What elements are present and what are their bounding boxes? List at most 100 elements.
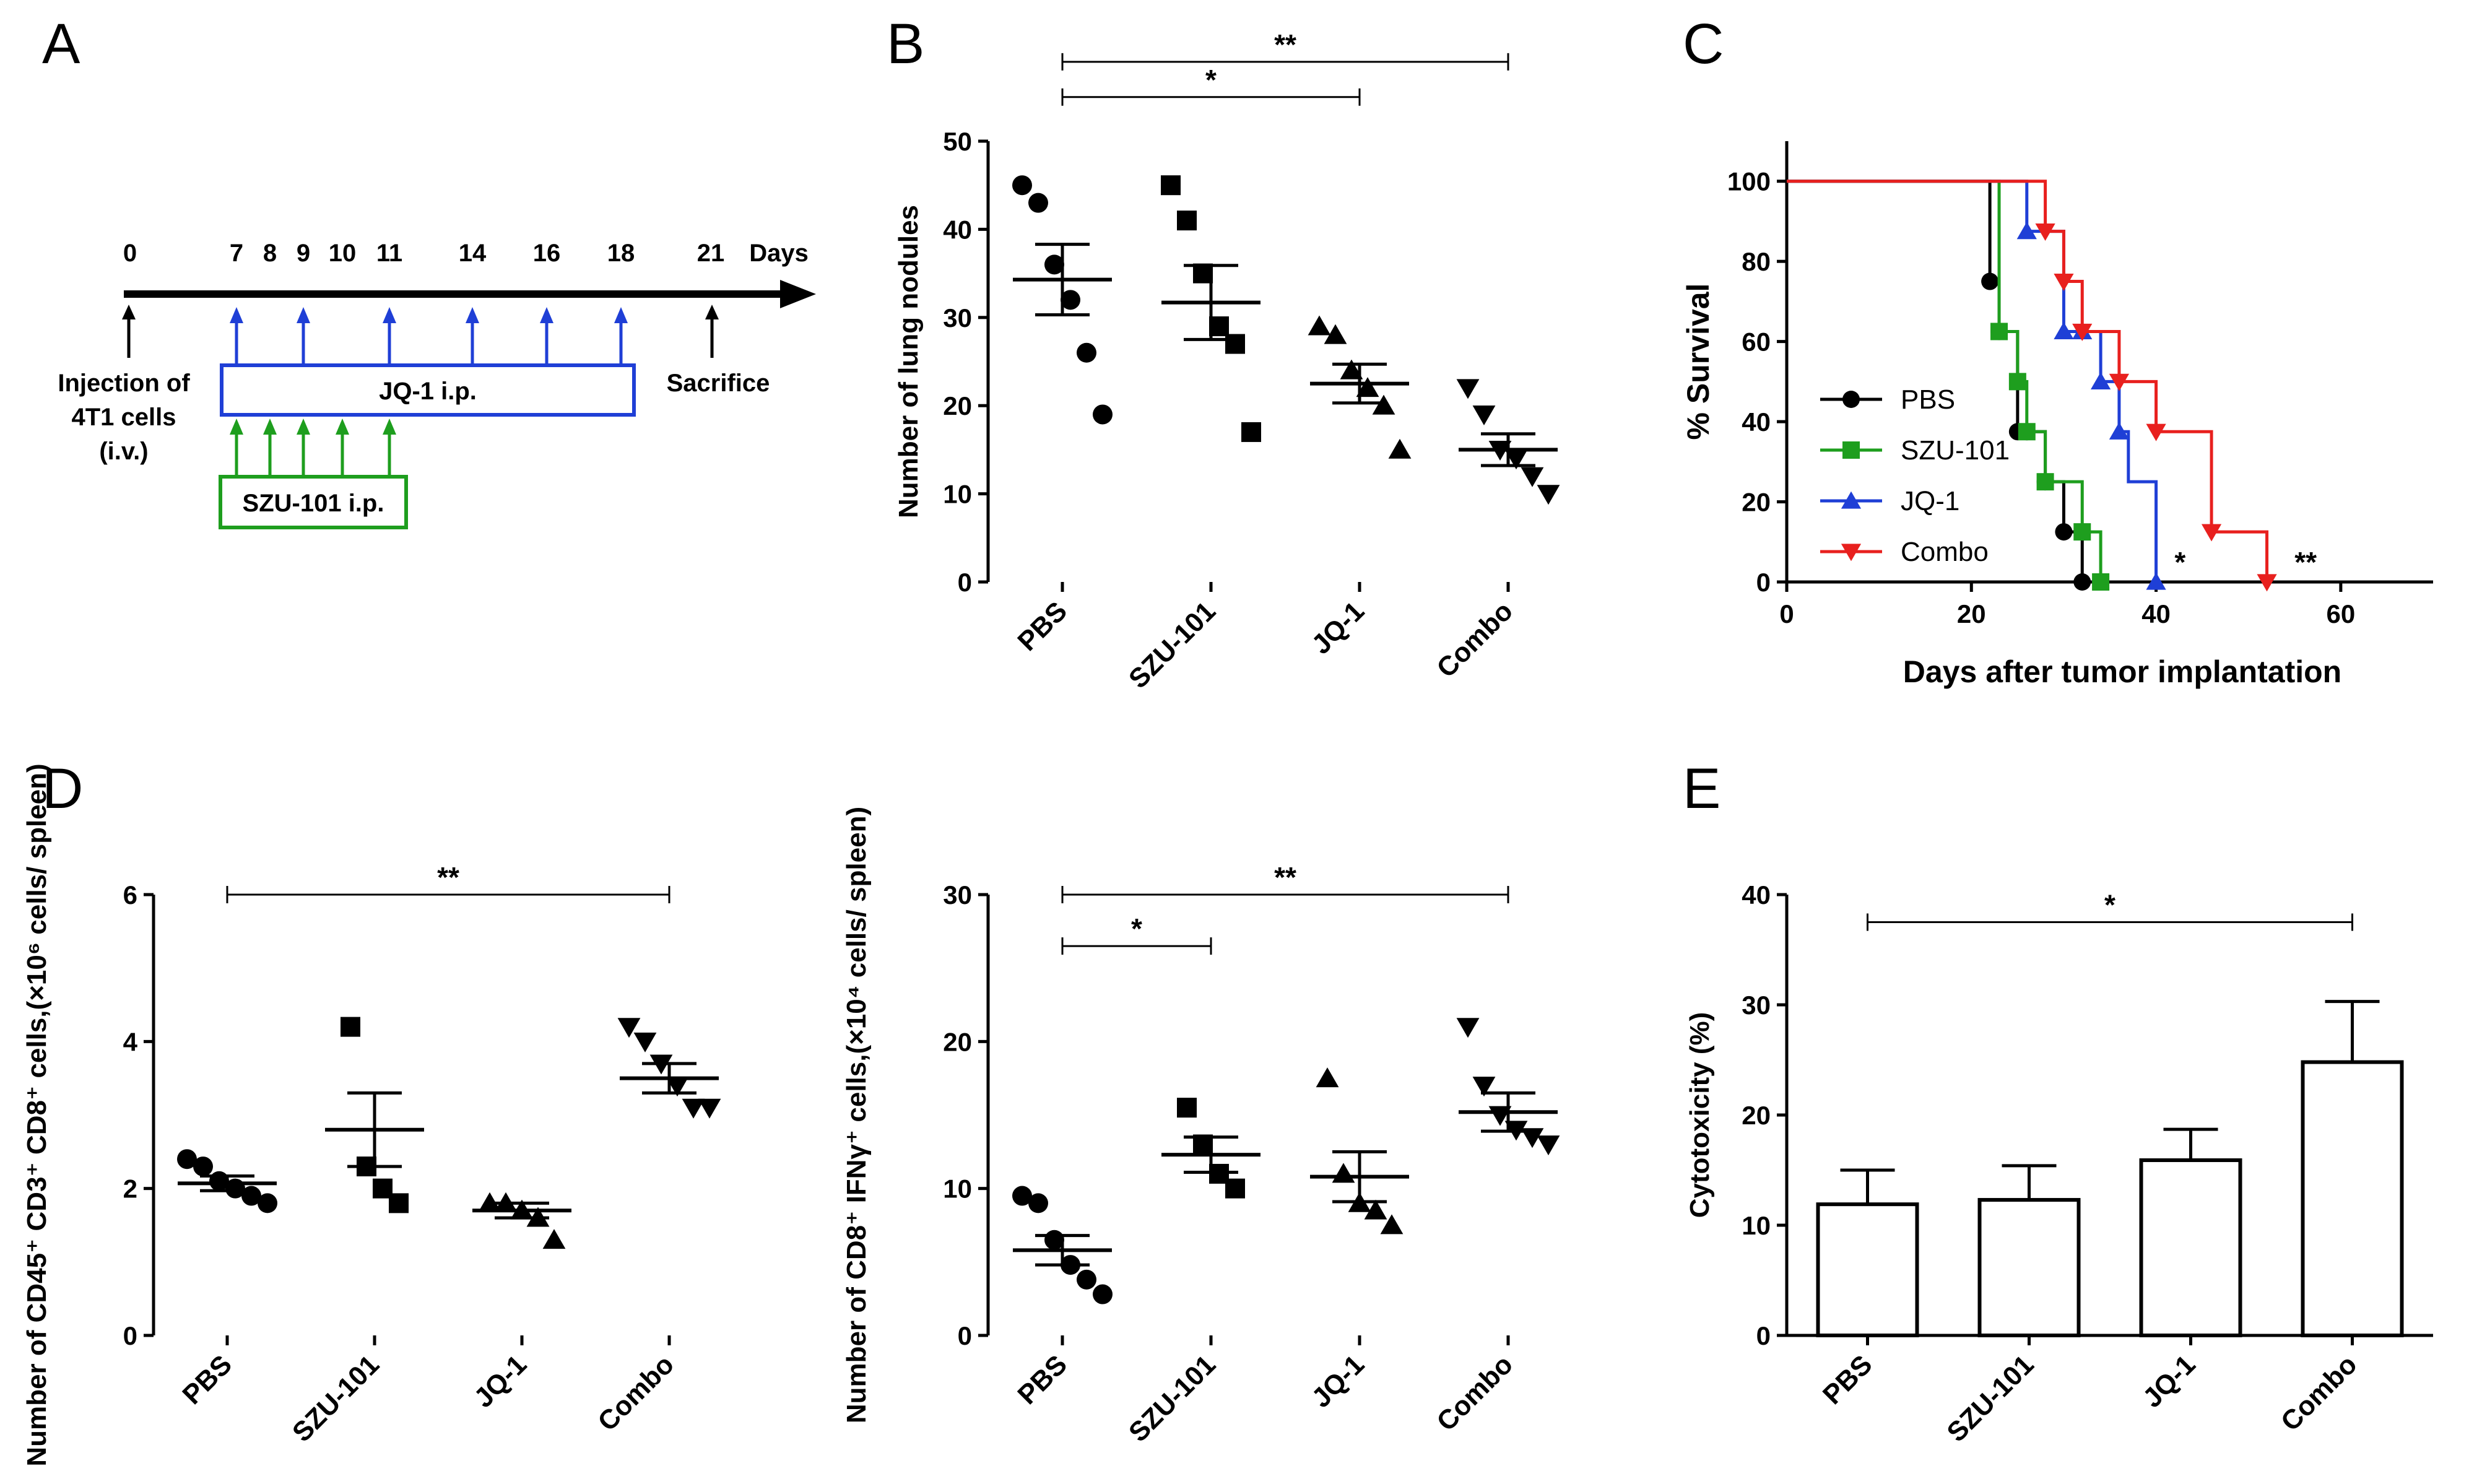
data-point <box>1077 342 1096 363</box>
survival-marker <box>2201 524 2222 542</box>
x-category-label: JQ-1 <box>2137 1349 2202 1413</box>
data-point <box>1225 334 1245 354</box>
data-point <box>1456 1018 1480 1038</box>
survival-marker <box>1990 323 2008 341</box>
x-category-label: JQ-1 <box>1306 1349 1370 1413</box>
injection-label: (i.v.) <box>99 438 148 465</box>
survival-marker <box>2016 222 2037 240</box>
data-point <box>1504 449 1528 470</box>
y-tick-label: 0 <box>958 568 972 597</box>
x-category-label: SZU-101 <box>287 1349 385 1447</box>
x-category-label: PBS <box>1817 1349 1878 1410</box>
survival-marker <box>2090 371 2111 389</box>
data-point <box>1093 1284 1113 1304</box>
y-tick-label: 20 <box>943 1027 972 1056</box>
survival-marker <box>2018 423 2036 441</box>
y-tick-label: 50 <box>943 127 972 156</box>
x-category-label: Combo <box>1431 596 1519 683</box>
timeline-arrowhead <box>780 280 816 308</box>
data-point <box>1472 406 1496 426</box>
data-point <box>1177 1098 1197 1118</box>
jq1-arrows <box>230 307 628 365</box>
szu-arrows <box>230 419 396 477</box>
survival-marker <box>2072 323 2093 341</box>
szu-dose-arrowhead <box>230 419 243 435</box>
jq1-box-label: JQ-1 i.p. <box>379 378 477 405</box>
y-tick-label: 40 <box>943 215 972 244</box>
data-point <box>341 1017 360 1037</box>
significance-label: * <box>2104 889 2115 921</box>
legend-marker <box>1841 491 1862 509</box>
szu-dose-arrowhead <box>383 419 396 435</box>
y-tick-label: 10 <box>943 480 972 509</box>
jq1-dose-arrowhead <box>383 307 396 323</box>
szu-box-label: SZU-101 i.p. <box>243 490 384 517</box>
day-label: 9 <box>297 240 310 267</box>
data-point <box>1316 1067 1339 1088</box>
survival-marker <box>1981 272 1999 290</box>
significance-label: ** <box>437 861 459 893</box>
jq1-dose-arrowhead <box>614 307 628 323</box>
y-axis-title: Number of CD45⁺ CD3⁺ CD8⁺ cells,(×10⁶ ce… <box>22 763 52 1466</box>
x-tick-label: 0 <box>1779 599 1794 628</box>
survival-marker <box>2054 322 2074 340</box>
data-point <box>1356 377 1379 397</box>
data-point <box>698 1098 721 1119</box>
survival-step-line <box>1787 180 2102 582</box>
days-unit-label: Days <box>749 240 809 267</box>
x-category-label: SZU-101 <box>1123 596 1221 694</box>
y-tick-label: 30 <box>943 880 972 909</box>
survival-marker <box>2073 523 2091 541</box>
data-point <box>177 1149 197 1169</box>
data-point <box>258 1193 277 1213</box>
survival-marker <box>2257 574 2277 592</box>
y-tick-label: 40 <box>1742 880 1771 909</box>
day-label: 7 <box>230 240 243 267</box>
y-tick-label: 20 <box>943 391 972 420</box>
y-axis-title: Cytotoxicity (%) <box>1685 1012 1715 1218</box>
data-point <box>1537 1135 1560 1156</box>
y-tick-label: 60 <box>1742 328 1771 357</box>
x-category-label: Combo <box>1431 1349 1519 1437</box>
timeline-schematic: 0 7 8 9 10 11 14 16 18 21 Days Injection… <box>58 240 816 529</box>
legend-marker <box>1841 544 1862 562</box>
y-tick-label: 6 <box>123 880 137 909</box>
data-point <box>1093 404 1113 425</box>
data-point <box>1332 1163 1355 1183</box>
y-axis-title: Number of CD8⁺ IFNγ⁺ cells,(×10⁴ cells/ … <box>841 807 872 1423</box>
data-point <box>666 1077 689 1097</box>
y-tick-label: 10 <box>943 1174 972 1204</box>
data-point <box>1061 290 1080 310</box>
sacrifice-label: Sacrifice <box>667 370 770 397</box>
data-point <box>389 1193 409 1213</box>
x-category-label: JQ-1 <box>1306 596 1370 660</box>
x-tick-label: 20 <box>1957 599 1986 628</box>
data-point <box>1340 359 1363 380</box>
panel-letter-d: D <box>42 757 83 820</box>
data-point <box>1521 467 1544 487</box>
jq1-dose-arrowhead <box>540 307 553 323</box>
szu-dose-arrowhead <box>297 419 310 435</box>
bar <box>2139 1158 2242 1337</box>
data-point <box>1177 210 1197 231</box>
y-axis-title: Number of lung nodules <box>893 205 924 518</box>
injection-arrowhead <box>122 305 136 319</box>
chart-c-survival: 0 20 40 60 80 100 0 20 40 60 Days after tumor impl… <box>1681 141 2433 689</box>
szu-dose-arrowhead <box>336 419 349 435</box>
data-point <box>1225 1178 1245 1199</box>
y-tick-label: 0 <box>958 1321 972 1350</box>
data-point <box>1364 1199 1387 1220</box>
data-point <box>1028 193 1048 213</box>
data-point <box>1028 1193 1048 1213</box>
survival-marker <box>2092 573 2110 591</box>
x-category-label: Combo <box>592 1349 680 1437</box>
survival-marker <box>2035 223 2055 241</box>
data-point <box>1012 175 1032 196</box>
data-point <box>1324 324 1347 344</box>
significance-label: * <box>2174 546 2185 578</box>
bar <box>1816 1202 1919 1338</box>
data-point <box>1308 315 1331 336</box>
data-point <box>1077 1269 1096 1290</box>
legend-label: PBS <box>1901 384 1955 415</box>
